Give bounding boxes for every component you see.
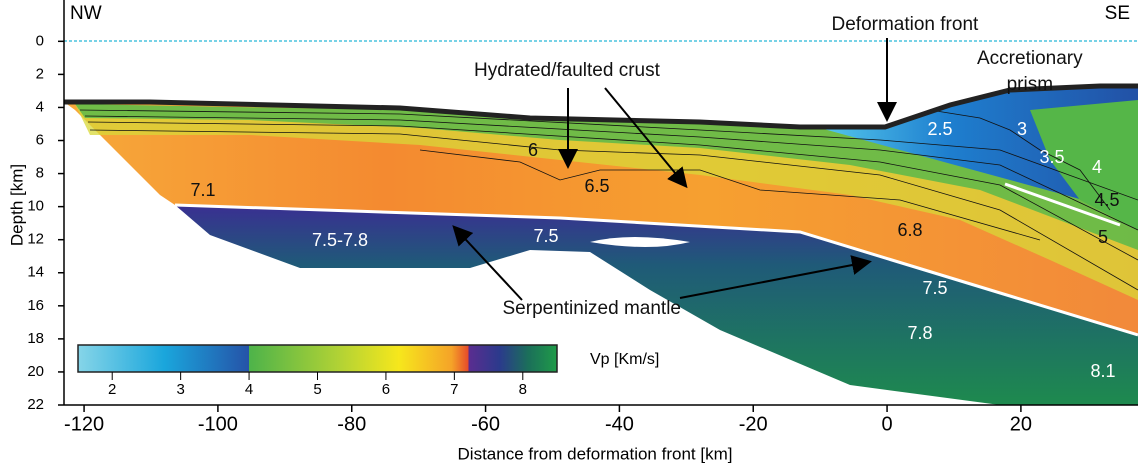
- y-tick-label: 18: [27, 330, 44, 347]
- x-tick-label: -40: [605, 413, 634, 435]
- colorbar-tick-label: 3: [176, 381, 184, 398]
- side-label: SE: [1105, 3, 1130, 24]
- contour-label: 6.5: [584, 176, 609, 196]
- y-axis-label: Depth [km]: [7, 164, 26, 246]
- side-label: NW: [70, 3, 102, 24]
- colorbar-tick-label: 6: [382, 381, 390, 398]
- contour-label: 3: [1017, 119, 1027, 139]
- y-tick-label: 22: [27, 396, 44, 413]
- y-tick-label: 10: [27, 198, 44, 215]
- x-tick-label: -120: [64, 413, 104, 435]
- plate-interface: [174, 203, 1138, 337]
- contour-label: 8.1: [1090, 361, 1115, 381]
- contour-label: 4.5: [1094, 190, 1119, 210]
- annotation: Hydrated/faulted crust: [474, 60, 660, 81]
- x-tick-label: 0: [882, 413, 893, 435]
- contour-label: 2.5: [927, 119, 952, 139]
- y-tick-label: 16: [27, 297, 44, 314]
- mantle-body: [175, 205, 1138, 405]
- annotation: Accretionary prism: [977, 48, 1083, 95]
- x-tick-label: -80: [337, 413, 366, 435]
- colorbar-tick-label: 8: [519, 381, 527, 398]
- x-axis-label: Distance from deformation front [km]: [458, 444, 733, 463]
- y-tick-label: 6: [36, 131, 44, 148]
- x-tick-label: -60: [471, 413, 500, 435]
- seafloor: [64, 83, 1138, 130]
- colorbar-label: Vp [Km/s]: [590, 351, 659, 368]
- y-tick-label: 0: [36, 32, 44, 49]
- prism-green: [1030, 100, 1138, 230]
- y-tick-label: 12: [27, 231, 44, 248]
- contour-label: 5: [1098, 227, 1108, 247]
- colorbar-tick-label: 5: [313, 381, 321, 398]
- colorbar-tick-label: 4: [245, 381, 253, 398]
- y-tick-label: 4: [36, 98, 44, 115]
- y-tick-label: 2: [36, 65, 44, 82]
- contour-label: 7.5: [533, 226, 558, 246]
- contour-label: 6.8: [897, 220, 922, 240]
- contour-label: 7.1: [190, 180, 215, 200]
- arrows: [452, 38, 897, 301]
- x-tick-label: 20: [1010, 413, 1032, 435]
- x-tick-label: -20: [739, 413, 768, 435]
- annotation: Serpentinized mantle: [502, 298, 682, 319]
- colorbar: [77, 344, 558, 373]
- y-tick-label: 14: [27, 264, 44, 281]
- contour-label: 3.5: [1039, 147, 1064, 167]
- mantle-gap: [590, 237, 690, 247]
- contour-label: 6: [528, 140, 538, 160]
- contours: [79, 109, 1138, 291]
- contour-label: 7.8: [907, 323, 932, 343]
- prism-fault: [1004, 182, 1121, 227]
- x-tick-label: -100: [198, 413, 238, 435]
- contour-label: 4: [1092, 157, 1102, 177]
- annotation: Deformation front: [831, 14, 979, 35]
- y-tick-label: 20: [27, 363, 44, 380]
- colorbar-tick-label: 7: [450, 381, 458, 398]
- colorbar-tick-label: 2: [108, 381, 116, 398]
- contour-label: 7.5: [922, 278, 947, 298]
- y-tick-label: 8: [36, 165, 44, 182]
- contour-label: 7.5-7.8: [312, 230, 368, 250]
